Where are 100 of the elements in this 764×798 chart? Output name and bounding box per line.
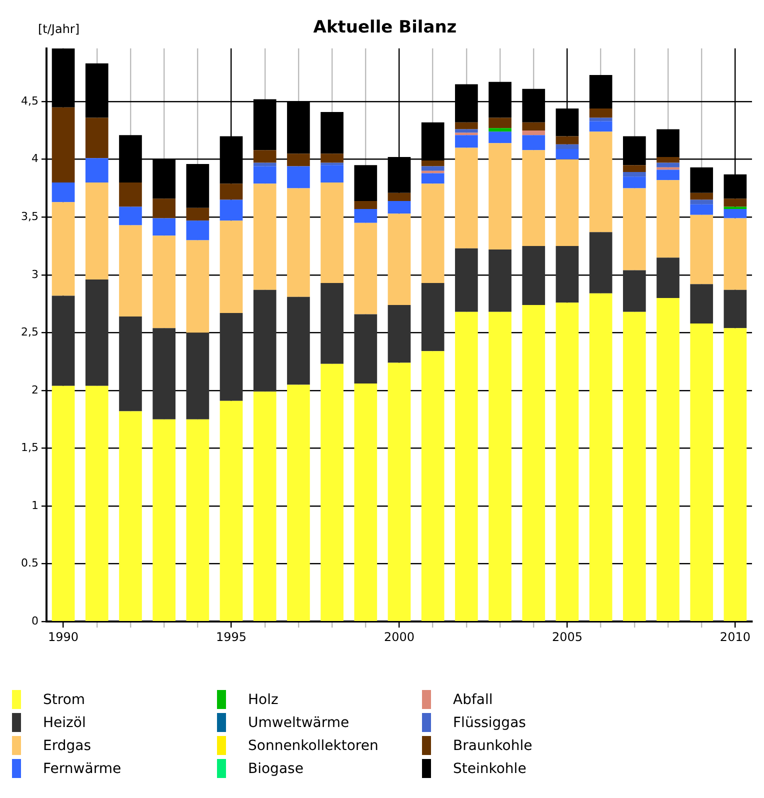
bar bbox=[354, 384, 378, 621]
bar bbox=[656, 129, 680, 158]
bar bbox=[455, 248, 478, 312]
bar bbox=[622, 188, 646, 270]
bar bbox=[690, 323, 714, 621]
bar bbox=[622, 176, 646, 188]
bar bbox=[455, 312, 478, 621]
bar bbox=[488, 132, 512, 144]
bar bbox=[589, 108, 612, 118]
bar bbox=[52, 107, 75, 182]
bar bbox=[556, 246, 579, 303]
bar bbox=[421, 166, 444, 171]
bar bbox=[85, 280, 108, 386]
bar bbox=[622, 172, 646, 177]
bar bbox=[556, 159, 579, 246]
bar bbox=[220, 184, 243, 200]
bar bbox=[522, 122, 546, 130]
bar bbox=[421, 160, 444, 166]
bar bbox=[656, 180, 680, 258]
bar bbox=[522, 246, 546, 305]
bar bbox=[354, 314, 378, 384]
bar bbox=[52, 386, 75, 621]
bar bbox=[85, 118, 108, 158]
bar bbox=[622, 270, 646, 312]
bar bbox=[421, 173, 444, 184]
bar bbox=[119, 316, 142, 412]
bar bbox=[220, 400, 243, 621]
legend-label: Fernwärme bbox=[43, 760, 122, 776]
bar bbox=[724, 218, 747, 290]
y-tick-label: 0 bbox=[31, 614, 38, 628]
bar bbox=[488, 312, 512, 621]
bar bbox=[253, 166, 276, 184]
y-tick-label: 0.5 bbox=[20, 556, 38, 570]
bar bbox=[388, 200, 411, 214]
bar bbox=[253, 290, 276, 392]
bar bbox=[320, 112, 344, 154]
chart-title: Aktuelle Bilanz bbox=[313, 18, 457, 38]
bar bbox=[488, 118, 512, 128]
bar bbox=[186, 419, 210, 621]
y-tick-label: 1,5 bbox=[20, 441, 38, 454]
bar bbox=[622, 312, 646, 621]
bar bbox=[320, 282, 344, 364]
bar bbox=[421, 184, 444, 283]
y-axis-title: [t/Jahr] bbox=[38, 22, 80, 36]
bar bbox=[690, 284, 714, 324]
x-tick-label: 2010 bbox=[720, 630, 750, 644]
bar bbox=[287, 166, 310, 188]
bar bbox=[85, 182, 108, 280]
bar bbox=[119, 206, 142, 226]
bar bbox=[455, 135, 478, 148]
bar bbox=[320, 154, 344, 163]
bar bbox=[724, 328, 747, 621]
bar bbox=[724, 290, 747, 328]
bar bbox=[724, 209, 747, 218]
bar bbox=[589, 232, 612, 294]
y-tick-label: 1 bbox=[31, 498, 38, 512]
bar bbox=[589, 118, 612, 122]
bar bbox=[522, 135, 546, 150]
bar bbox=[119, 225, 142, 317]
bar bbox=[622, 165, 646, 172]
bar bbox=[119, 411, 142, 621]
legend-label: Abfall bbox=[453, 692, 493, 708]
bar bbox=[119, 182, 142, 207]
bar bbox=[253, 150, 276, 163]
bar bbox=[85, 158, 108, 182]
bar bbox=[656, 298, 680, 621]
bar bbox=[85, 386, 108, 621]
bar bbox=[186, 240, 210, 333]
bar bbox=[488, 249, 512, 312]
bar bbox=[455, 122, 478, 130]
bar bbox=[354, 200, 378, 210]
bar bbox=[354, 209, 378, 223]
bar bbox=[421, 282, 444, 352]
bar bbox=[656, 162, 680, 168]
y-tick-label: 3,5 bbox=[20, 210, 38, 223]
legend-label: Biogase bbox=[248, 760, 304, 776]
legend-label: Braunkohle bbox=[453, 738, 532, 754]
bar bbox=[287, 384, 310, 621]
bar bbox=[220, 200, 243, 221]
bar bbox=[220, 313, 243, 401]
bar bbox=[287, 296, 310, 385]
bar bbox=[388, 362, 411, 621]
bar bbox=[690, 204, 714, 215]
bar bbox=[320, 182, 344, 283]
bar bbox=[320, 165, 344, 182]
bar bbox=[52, 296, 75, 386]
x-tick-label: 2005 bbox=[552, 630, 582, 644]
y-tick-label: 2,5 bbox=[20, 326, 38, 339]
bar bbox=[556, 148, 579, 160]
bar bbox=[52, 182, 75, 202]
x-tick-label: 2000 bbox=[384, 630, 415, 644]
y-tick-label: 2 bbox=[31, 383, 38, 396]
bar bbox=[152, 328, 176, 420]
bar bbox=[656, 258, 680, 298]
legend-label: Heizöl bbox=[43, 714, 86, 730]
bar bbox=[656, 170, 680, 180]
bar bbox=[186, 332, 210, 420]
y-tick-label: 4 bbox=[31, 152, 38, 166]
bar bbox=[388, 214, 411, 305]
bar bbox=[354, 165, 378, 201]
